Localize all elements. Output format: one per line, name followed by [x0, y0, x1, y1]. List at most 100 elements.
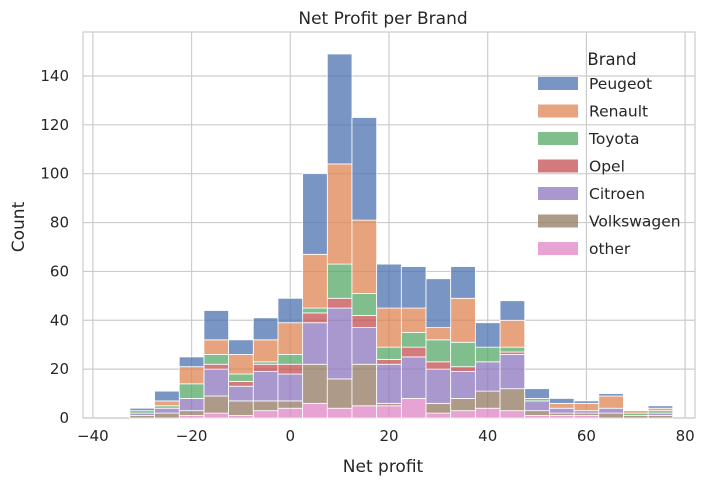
bar-peugeot-bin-4	[203, 310, 229, 341]
x-tick-label: 0	[286, 427, 296, 445]
legend-swatch-citroen	[538, 187, 578, 200]
bar-other-bin-7	[277, 407, 304, 419]
bar-renault-bin-21	[623, 410, 649, 414]
bar-volkswagen-bin-9	[326, 378, 353, 409]
bar-toyota-bin-11	[376, 346, 402, 360]
bar-opel-bin-11	[376, 358, 402, 365]
bar-renault-bin-9	[326, 163, 353, 265]
bar-renault-bin-3	[178, 366, 205, 385]
legend-swatch-opel	[538, 159, 578, 173]
legend-label-renault: Renault	[589, 103, 648, 121]
bar-toyota-bin-4	[203, 354, 229, 365]
bar-renault-bin-11	[376, 307, 402, 348]
bar-peugeot-bin-19	[573, 400, 600, 404]
bar-volkswagen-bin-6	[252, 400, 279, 412]
bar-toyota-bin-9	[326, 263, 353, 299]
bar-opel-bin-10	[351, 314, 378, 329]
y-tick-label: 80	[50, 214, 69, 232]
bar-renault-bin-7	[277, 322, 304, 355]
bar-toyota-bin-14	[450, 341, 476, 368]
x-tick-label: −20	[176, 427, 208, 445]
bar-toyota-bin-5	[228, 373, 254, 382]
bar-toyota-bin-3	[178, 383, 205, 399]
legend-label-opel: Opel	[589, 158, 625, 176]
bar-opel-bin-13	[425, 361, 452, 370]
bar-peugeot-bin-14	[450, 266, 476, 299]
bar-peugeot-bin-13	[425, 278, 452, 329]
bar-renault-bin-5	[228, 354, 254, 375]
bar-volkswagen-bin-15	[474, 390, 501, 409]
legend: Brand Peugeot Renault Toyota Opel Citroen Volk…	[538, 50, 681, 258]
bars	[129, 53, 674, 419]
bar-citroen-bin-3	[178, 398, 205, 412]
legend-swatch-peugeot	[538, 77, 578, 90]
legend-label-volkswagen: Volkswagen	[589, 213, 681, 231]
bar-renault-bin-6	[252, 339, 279, 363]
bar-renault-bin-19	[573, 402, 600, 412]
bar-opel-bin-14	[450, 366, 476, 372]
bar-peugeot-bin-12	[400, 266, 427, 309]
bar-peugeot-bin-10	[351, 117, 378, 221]
bar-peugeot-bin-17	[524, 388, 550, 399]
bar-renault-bin-12	[400, 307, 427, 333]
bar-citroen-bin-5	[228, 385, 254, 402]
y-axis-label: Count	[9, 201, 29, 252]
bar-renault-bin-8	[302, 253, 328, 309]
bar-peugeot-bin-3	[178, 356, 205, 368]
bar-opel-bin-12	[400, 346, 427, 358]
legend-label-toyota: Toyota	[588, 130, 640, 148]
bar-volkswagen-bin-7	[277, 400, 304, 409]
y-tick-label: 60	[50, 262, 69, 280]
bar-toyota-bin-8	[302, 307, 328, 314]
bar-renault-bin-18	[549, 402, 575, 409]
x-tick-label: −40	[77, 427, 109, 445]
bar-peugeot-bin-18	[549, 398, 575, 404]
y-tick-label: 120	[40, 116, 69, 134]
bar-volkswagen-bin-17	[524, 410, 550, 416]
bar-peugeot-bin-22	[647, 405, 674, 409]
bar-opel-bin-9	[326, 297, 353, 309]
y-tick-label: 100	[40, 165, 69, 183]
x-axis-label: Net profit	[343, 457, 424, 477]
bar-opel-bin-5	[228, 380, 254, 387]
bar-volkswagen-bin-14	[450, 398, 476, 412]
bar-volkswagen-bin-4	[203, 395, 229, 414]
y-tick-label: 0	[59, 409, 69, 427]
bar-renault-bin-20	[598, 395, 624, 409]
bar-citroen-bin-11	[376, 363, 402, 404]
legend-label-other: other	[589, 240, 631, 258]
bar-citroen-bin-20	[598, 407, 624, 414]
bar-volkswagen-bin-20	[598, 412, 624, 419]
bar-other-bin-8	[302, 402, 328, 419]
bar-citroen-bin-15	[474, 361, 501, 392]
bar-citroen-bin-6	[252, 371, 279, 402]
x-tick-label: 20	[379, 427, 398, 445]
bar-peugeot-bin-15	[474, 322, 501, 348]
x-tick-labels: −40 −20 0 20 40 60 80	[77, 427, 695, 445]
bar-renault-bin-14	[450, 297, 476, 343]
bar-citroen-bin-14	[450, 371, 476, 399]
legend-title: Brand	[587, 50, 636, 69]
bar-other-bin-13	[425, 412, 452, 419]
bar-citroen-bin-4	[203, 368, 229, 397]
bar-citroen-bin-13	[425, 368, 452, 404]
bar-other-bin-14	[450, 410, 476, 419]
bar-peugeot-bin-1	[129, 407, 155, 412]
bar-citroen-bin-12	[400, 356, 427, 399]
bar-renault-bin-10	[351, 219, 378, 294]
bar-citroen-bin-9	[326, 307, 353, 380]
bar-other-bin-6	[252, 410, 279, 419]
bar-peugeot-bin-20	[598, 393, 624, 397]
legend-label-peugeot: Peugeot	[589, 75, 652, 93]
bar-citroen-bin-16	[499, 354, 526, 390]
bar-opel-bin-8	[302, 312, 328, 324]
bar-other-bin-12	[400, 398, 427, 419]
bar-citroen-bin-7	[277, 373, 304, 402]
bar-toyota-bin-7	[277, 354, 304, 365]
bar-opel-bin-7	[277, 363, 304, 375]
bar-peugeot-bin-5	[228, 339, 254, 355]
bar-toyota-bin-15	[474, 346, 501, 363]
bar-volkswagen-bin-16	[499, 388, 526, 412]
bar-peugeot-bin-8	[302, 173, 328, 255]
bar-citroen-bin-18	[549, 407, 575, 414]
